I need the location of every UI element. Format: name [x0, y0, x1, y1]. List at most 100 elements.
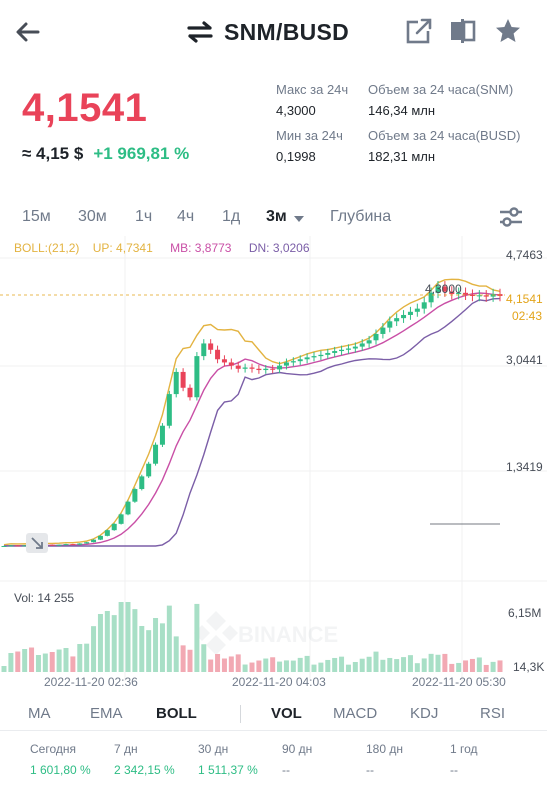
perf-value: -- [366, 763, 374, 777]
price-chart[interactable]: BINANCE [0, 236, 547, 696]
candle [228, 362, 234, 366]
stat-label: Объем за 24 часа(BUSD) [368, 128, 521, 143]
candle [22, 545, 28, 547]
interval-30m[interactable]: 30м [78, 208, 107, 225]
volume-bar [166, 605, 172, 672]
boll-params: BOLL:(21,2) [14, 241, 80, 255]
volume-bar [394, 659, 400, 672]
candle [352, 346, 358, 349]
star-favorite-icon[interactable] [493, 16, 523, 46]
current-price-tag: 4,1541 [506, 292, 543, 306]
candle [221, 359, 227, 363]
usd-approx: ≈ 4,15 $ [22, 144, 84, 163]
stat-high: Макс за 24ч 4,3000 [276, 82, 348, 118]
volume-bar [352, 662, 358, 672]
volume-bar [153, 618, 159, 672]
back-arrow-icon[interactable] [12, 16, 44, 48]
y-axis-label-low: 1,3419 [506, 460, 543, 474]
volume-bar [56, 649, 62, 672]
candle [166, 394, 172, 426]
tab-kdj[interactable]: KDJ [410, 705, 439, 722]
perf-value: 1 511,37 % [198, 763, 258, 777]
volume-bar [132, 609, 138, 672]
volume-bar [91, 626, 97, 672]
chevron-down-icon[interactable] [293, 215, 305, 223]
tab-boll[interactable]: BOLL [156, 705, 197, 722]
volume-axis-bottom: 14,3K [513, 660, 545, 674]
volume-label: Vol: 14 255 [14, 591, 75, 605]
candle [401, 314, 407, 319]
candle [91, 539, 97, 543]
volume-axis-top: 6,15M [508, 606, 542, 620]
volume-bar [297, 657, 303, 672]
volume-bar [194, 603, 200, 672]
tab-ema[interactable]: EMA [90, 705, 123, 722]
external-link-icon[interactable] [404, 16, 434, 46]
interval-3m[interactable]: 3м [266, 208, 287, 225]
pair-title: SNM/BUSD [224, 18, 350, 45]
candle [187, 387, 193, 398]
candle [1, 546, 7, 547]
tab-vol[interactable]: VOL [271, 705, 302, 722]
candle [111, 523, 117, 531]
volume-bar [387, 657, 393, 672]
candle [242, 367, 248, 369]
candle [366, 340, 372, 344]
chart-settings-icon[interactable] [498, 205, 524, 229]
layout-icon[interactable] [448, 16, 478, 46]
expand-chart-icon[interactable] [26, 533, 48, 553]
volume-bar [339, 656, 345, 672]
interval-1h[interactable]: 1ч [135, 208, 153, 225]
time-label: 2022-11-20 05:30 [412, 675, 506, 689]
candle [173, 371, 179, 395]
pair-selector[interactable]: SNM/BUSD [186, 14, 349, 50]
volume-bar [70, 656, 76, 672]
perf-7d: 7 дн 2 342,15 % [114, 742, 175, 777]
volume-bar [249, 662, 255, 672]
interval-4h[interactable]: 4ч [177, 208, 195, 225]
boll-mb-value: MB: 3,8773 [170, 241, 232, 255]
candle [407, 311, 413, 315]
perf-30d: 30 дн 1 511,37 % [198, 742, 258, 777]
price-subline: ≈ 4,15 $ +1 969,81 % [22, 144, 189, 164]
volume-bar [263, 658, 269, 672]
candle [332, 351, 338, 353]
interval-1d[interactable]: 1д [222, 208, 241, 225]
candle [483, 295, 489, 297]
candle [304, 357, 310, 360]
candle [449, 291, 455, 295]
candle [215, 349, 221, 360]
tab-ma[interactable]: MA [28, 705, 51, 722]
candle [387, 321, 393, 328]
candle [97, 535, 103, 540]
stat-value: 4,3000 [276, 103, 316, 118]
candle [208, 343, 214, 350]
candle [270, 368, 276, 370]
volume-bar [290, 660, 296, 672]
candle [263, 368, 269, 371]
candle [49, 544, 55, 546]
candle [463, 292, 469, 295]
volume-bar [256, 660, 262, 672]
interval-bar: 15м 30м 1ч 4ч 1д 3м Глубина [0, 200, 547, 236]
volume-bar [97, 614, 103, 672]
volume-bar [270, 657, 276, 672]
tab-macd[interactable]: MACD [333, 705, 378, 722]
candle [373, 333, 379, 341]
candle [456, 292, 462, 295]
volume-bar [401, 657, 407, 672]
top-bar: SNM/BUSD [0, 0, 547, 64]
interval-depth[interactable]: Глубина [330, 208, 392, 225]
candle [297, 359, 303, 362]
candle [442, 286, 448, 292]
stat-label: Объем за 24 часа(SNM) [368, 82, 514, 97]
interval-15m[interactable]: 15м [22, 208, 51, 225]
volume-bar [84, 643, 90, 672]
candle [8, 545, 14, 547]
volume-bar [1, 666, 7, 672]
tab-rsi[interactable]: RSI [480, 705, 506, 722]
volume-bar [283, 660, 289, 672]
stat-low: Мин за 24ч 0,1998 [276, 128, 343, 164]
boll-lower-line [4, 297, 501, 547]
candle [70, 544, 76, 546]
